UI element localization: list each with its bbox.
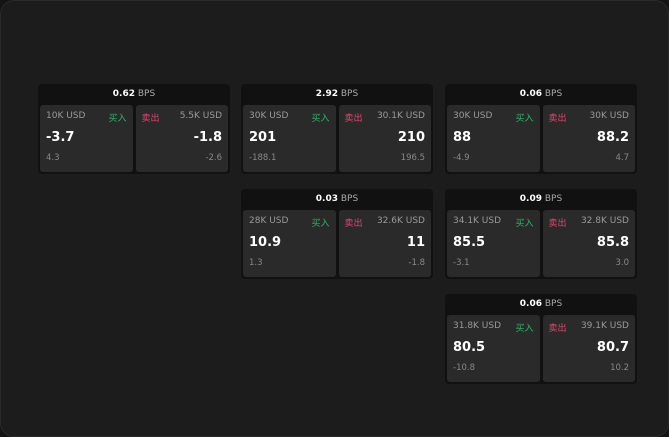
sell-label: 卖出 [344,114,363,124]
spread-unit: BPS [544,194,563,204]
sell-label: 卖出 [548,114,567,124]
ask-size: 32.8K USD [580,216,629,226]
bid-size: 28K USD [249,216,289,226]
ask-sub: -2.6 [205,153,222,163]
price-widget: 0.09 BPS 34.1K USD 买入 85.5 -3.1 卖出 32.8K US… [445,189,637,279]
buy-cell[interactable]: 10K USD 买入 -3.7 4.3 [40,105,133,172]
bid-size: 30K USD [249,111,289,121]
sell-label: 卖出 [548,324,567,334]
ask-price: 85.8 [596,235,629,250]
spread-header: 2.92 BPS [241,84,433,105]
bid-size: 34.1K USD [453,216,502,226]
bid-sub: -188.1 [249,153,277,163]
spread-header: 0.06 BPS [445,294,637,315]
price-widget: 0.62 BPS 10K USD 买入 -3.7 4.3 卖出 5.5K USD -1… [38,84,230,174]
ask-sub: 10.2 [610,363,629,373]
ask-sub: 3.0 [615,258,629,268]
ask-size: 5.5K USD [179,111,222,121]
sell-cell[interactable]: 卖出 30K USD 88.2 4.7 [542,105,635,172]
bid-size: 30K USD [453,111,493,121]
spread-unit: BPS [544,299,563,309]
ask-sub: -1.8 [408,258,425,268]
sell-label: 卖出 [141,114,160,124]
sell-cell[interactable]: 卖出 39.1K USD 80.7 10.2 [542,315,635,382]
buy-label: 买入 [311,114,330,124]
bid-price: 10.9 [249,235,282,250]
buy-label: 买入 [515,219,534,229]
buy-label: 买入 [515,114,534,124]
spread-header: 0.09 BPS [445,189,637,210]
sell-label: 卖出 [344,219,363,229]
bid-sub: 4.3 [46,153,60,163]
sell-cell[interactable]: 卖出 30.1K USD 210 196.5 [338,105,431,172]
ask-size: 30K USD [589,111,629,121]
bid-size: 31.8K USD [453,321,502,331]
sell-label: 卖出 [548,219,567,229]
price-widget: 0.03 BPS 28K USD 买入 10.9 1.3 卖出 32.6K USD 1… [241,189,433,279]
bid-price: 80.5 [453,340,486,355]
bid-price: 201 [249,130,277,145]
spread-value: 0.03 [315,194,338,204]
spread-value: 2.92 [315,89,338,99]
spread-value: 0.06 [519,299,542,309]
ask-size: 39.1K USD [580,321,629,331]
bid-sub: 1.3 [249,258,263,268]
ask-price: 11 [406,235,425,250]
bid-sub: -10.8 [453,363,475,373]
ask-price: -1.8 [193,130,222,145]
price-widget: 2.92 BPS 30K USD 买入 201 -188.1 卖出 30.1K USD… [241,84,433,174]
spread-unit: BPS [137,89,156,99]
buy-cell[interactable]: 34.1K USD 买入 85.5 -3.1 [447,210,540,277]
spread-value: 0.62 [112,89,135,99]
buy-label: 买入 [515,324,534,334]
buy-cell[interactable]: 31.8K USD 买入 80.5 -10.8 [447,315,540,382]
ask-size: 32.6K USD [376,216,425,226]
spread-header: 0.62 BPS [38,84,230,105]
buy-label: 买入 [311,219,330,229]
spread-unit: BPS [340,194,359,204]
spread-header: 0.03 BPS [241,189,433,210]
ask-size: 30.1K USD [376,111,425,121]
buy-label: 买入 [108,114,127,124]
ask-price: 80.7 [596,340,629,355]
buy-cell[interactable]: 30K USD 买入 88 -4.9 [447,105,540,172]
spread-unit: BPS [340,89,359,99]
bid-sub: -4.9 [453,153,470,163]
spread-value: 0.06 [519,89,542,99]
bid-price: 85.5 [453,235,486,250]
spread-header: 0.06 BPS [445,84,637,105]
price-widget: 0.06 BPS 31.8K USD 买入 80.5 -10.8 卖出 39.1K U… [445,294,637,384]
sell-cell[interactable]: 卖出 32.8K USD 85.8 3.0 [542,210,635,277]
ask-sub: 196.5 [400,153,425,163]
bid-price: 88 [453,130,472,145]
ask-price: 210 [397,130,425,145]
sell-cell[interactable]: 卖出 32.6K USD 11 -1.8 [338,210,431,277]
buy-cell[interactable]: 28K USD 买入 10.9 1.3 [243,210,336,277]
buy-cell[interactable]: 30K USD 买入 201 -188.1 [243,105,336,172]
spread-value: 0.09 [519,194,542,204]
ask-price: 88.2 [596,130,629,145]
price-widget: 0.06 BPS 30K USD 买入 88 -4.9 卖出 30K USD 88.2… [445,84,637,174]
spread-unit: BPS [544,89,563,99]
bid-size: 10K USD [46,111,86,121]
bid-price: -3.7 [46,130,75,145]
ask-sub: 4.7 [615,153,629,163]
bid-sub: -3.1 [453,258,470,268]
sell-cell[interactable]: 卖出 5.5K USD -1.8 -2.6 [135,105,228,172]
